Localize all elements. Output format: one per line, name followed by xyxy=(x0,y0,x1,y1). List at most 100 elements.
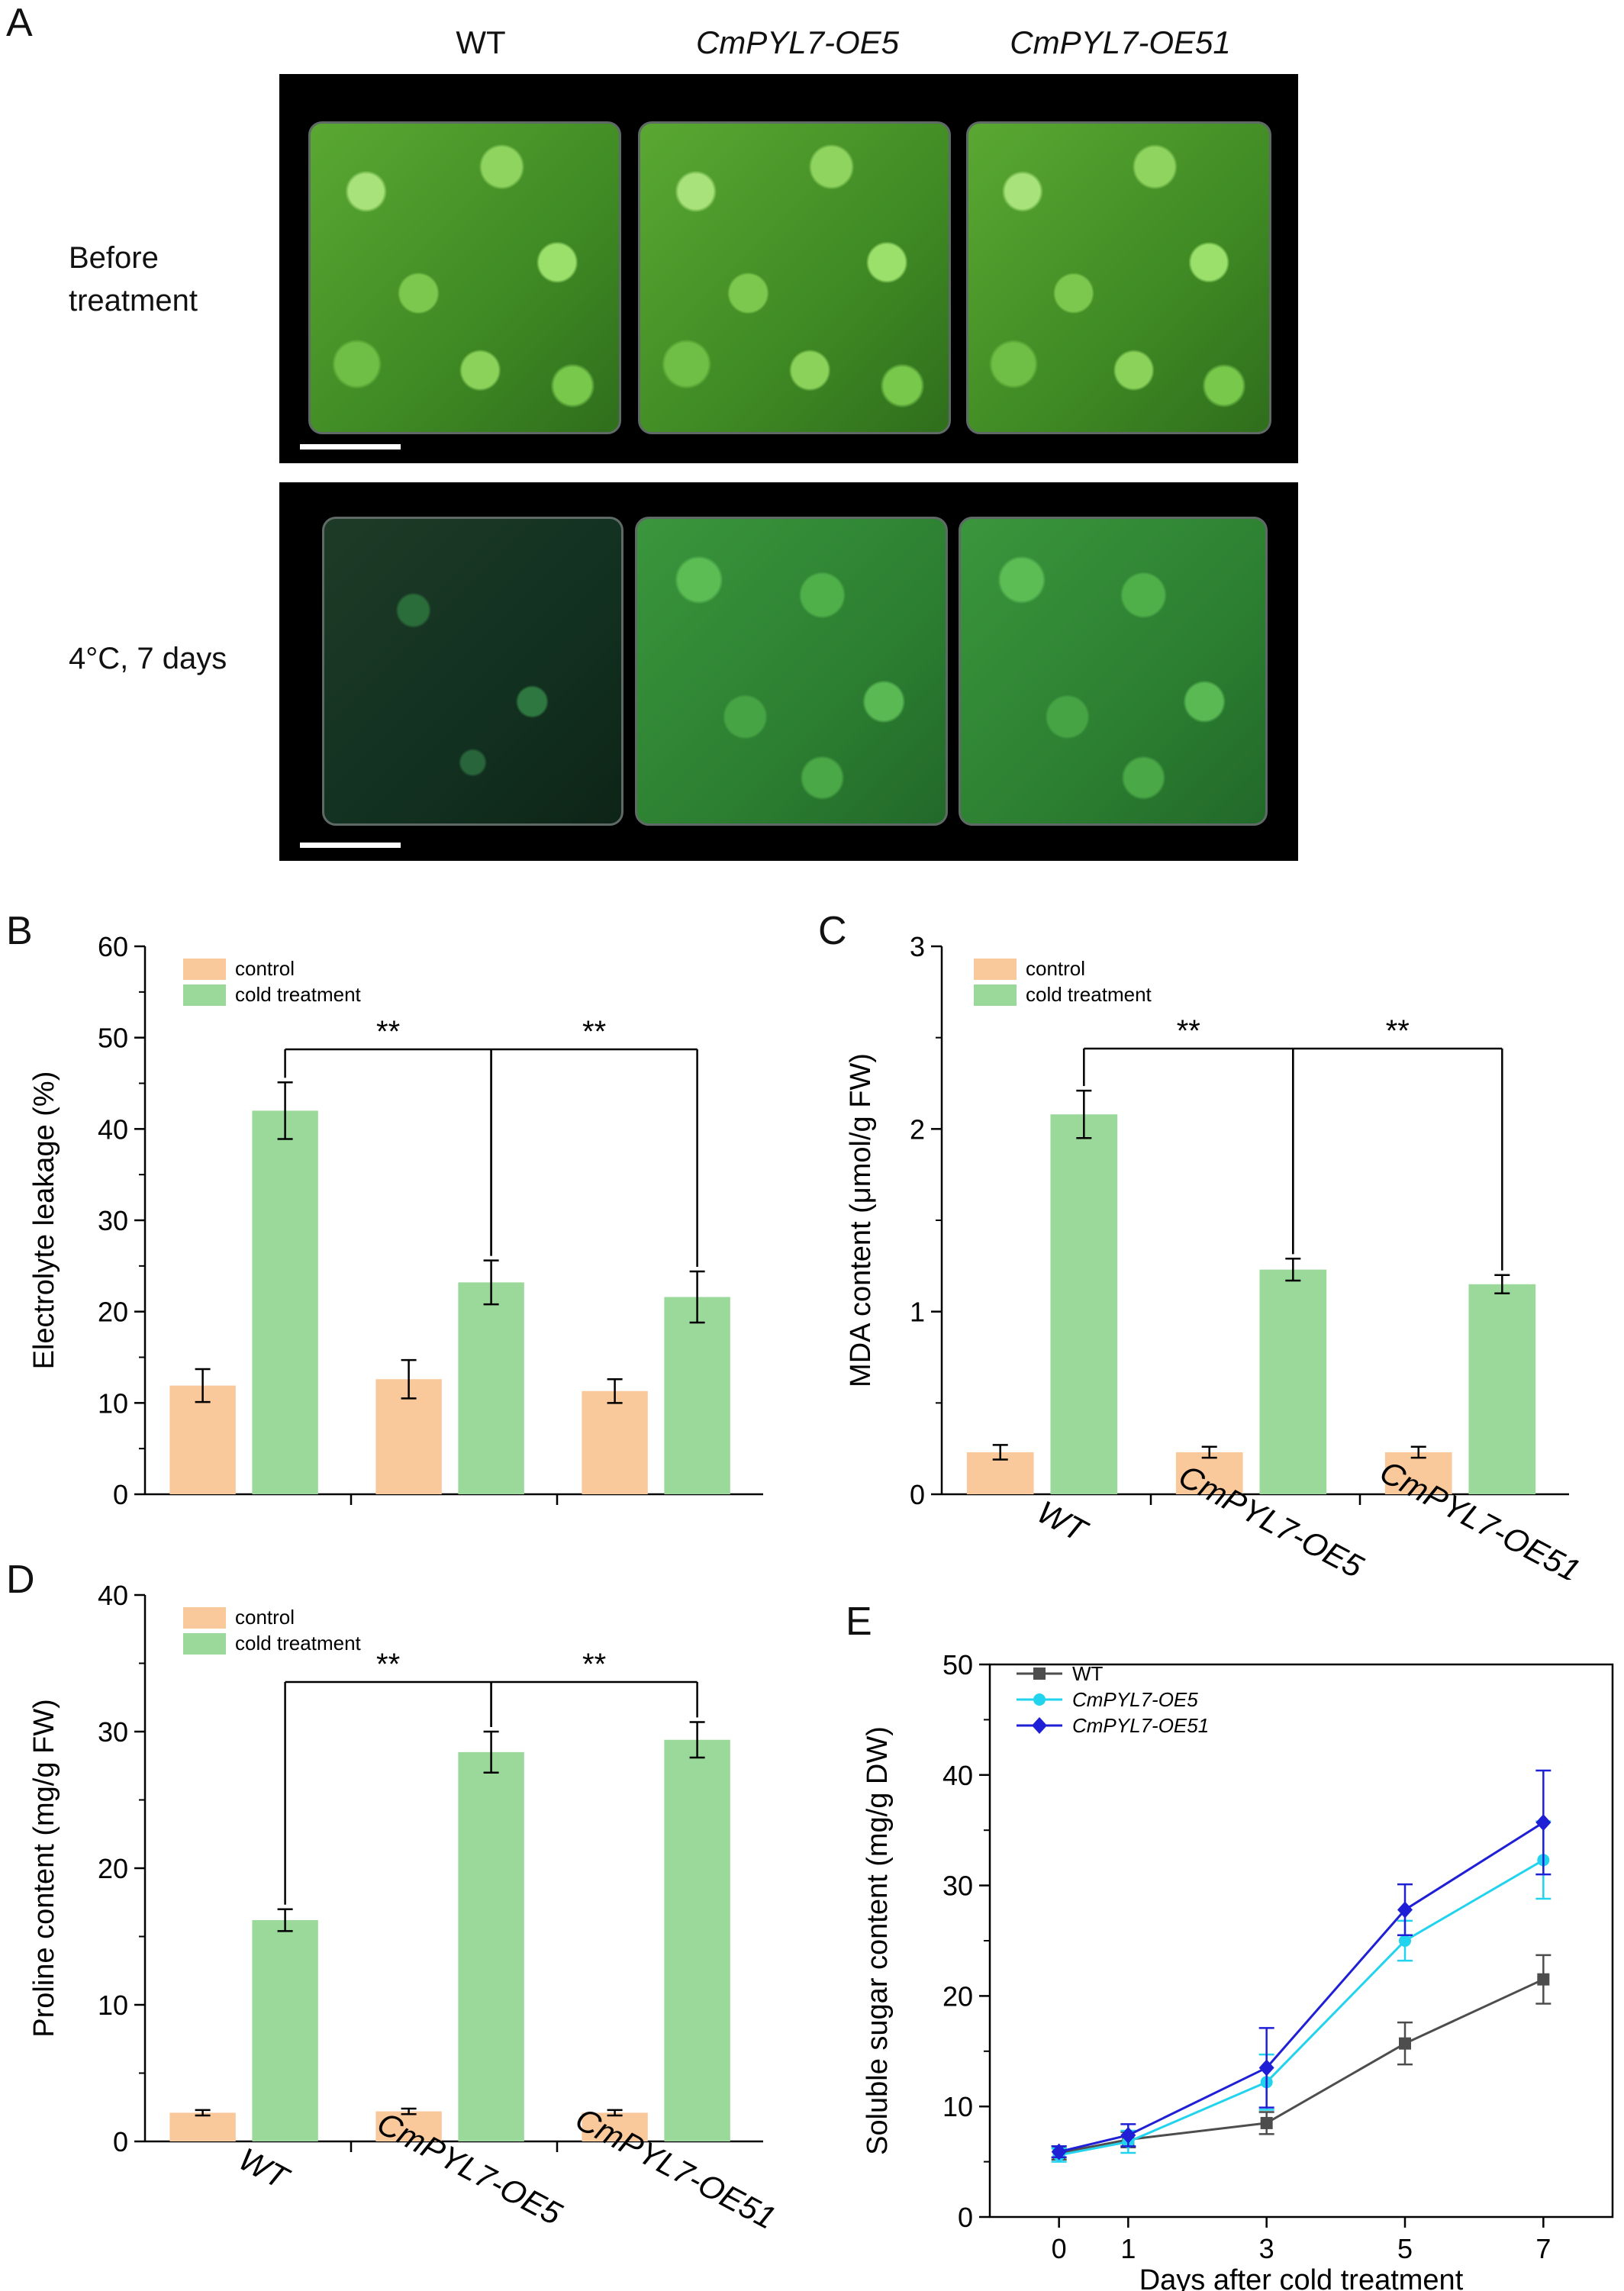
x-tick-label: 3 xyxy=(1259,2233,1274,2264)
y-tick-label: 0 xyxy=(113,1479,128,1510)
data-point xyxy=(1260,2116,1273,2129)
legend-label: cold treatment xyxy=(235,983,362,1006)
x-category-label: WT xyxy=(233,2141,296,2197)
scale-bar-before xyxy=(300,444,401,450)
tray-wt-cold xyxy=(322,517,624,826)
legend-label: cold treatment xyxy=(235,1632,362,1655)
data-point xyxy=(1537,1973,1550,1986)
data-point xyxy=(1258,2059,1274,2077)
row-label-before: Before treatment xyxy=(69,237,198,322)
bar-control xyxy=(375,2111,442,2141)
bar-cold-treatment xyxy=(1259,1269,1327,1494)
tray-oe5-before xyxy=(638,121,951,434)
legend-label: control xyxy=(235,957,295,980)
significance-label: ** xyxy=(582,1015,606,1049)
y-tick-label: 0 xyxy=(958,2202,973,2233)
data-point xyxy=(1399,1935,1411,1947)
photo-before-treatment xyxy=(279,74,1298,463)
bar-control xyxy=(1384,1452,1452,1494)
x-category-label: WT xyxy=(1032,1494,1095,1550)
data-point xyxy=(1397,1901,1413,1919)
legend-marker xyxy=(1033,1693,1046,1706)
y-tick-label: 30 xyxy=(98,1205,128,1236)
y-tick-label: 10 xyxy=(98,1990,128,2021)
bar-control xyxy=(169,2112,236,2141)
x-axis-label: Days after cold treatment xyxy=(1139,2264,1464,2291)
bar-cold-treatment xyxy=(664,1297,730,1494)
y-tick-label: 10 xyxy=(98,1387,128,1419)
row-label-before-line1: Before xyxy=(69,241,159,275)
panel-letter-d: D xyxy=(6,1558,35,1602)
bar-cold-treatment xyxy=(252,1110,318,1494)
column-header-oe5: CmPYL7-OE5 xyxy=(695,24,900,60)
y-tick-label: 50 xyxy=(98,1023,128,1054)
bar-cold-treatment xyxy=(1050,1114,1118,1494)
y-axis-label: Electrolyte leakage (%) xyxy=(28,1071,60,1370)
tray-oe5-cold xyxy=(635,517,948,826)
y-tick-label: 40 xyxy=(98,1113,128,1145)
y-tick-label: 2 xyxy=(910,1113,925,1145)
legend-label: control xyxy=(1026,957,1085,980)
y-tick-label: 40 xyxy=(942,1760,973,1791)
legend-swatch xyxy=(974,984,1017,1006)
legend-marker xyxy=(1032,1717,1047,1734)
legend-label: WT xyxy=(1072,1662,1104,1685)
x-tick-label: 5 xyxy=(1397,2233,1413,2264)
significance-label: ** xyxy=(376,1648,400,1681)
y-tick-label: 60 xyxy=(98,931,128,962)
panel-letter-e: E xyxy=(846,1600,872,1644)
legend-swatch xyxy=(974,959,1017,980)
data-point xyxy=(1051,2143,1067,2160)
legend-swatch xyxy=(183,984,226,1006)
tray-oe51-cold xyxy=(959,517,1268,826)
y-tick-label: 30 xyxy=(98,1716,128,1748)
data-point xyxy=(1399,2037,1411,2050)
row-label-cold: 4°C, 7 days xyxy=(69,642,227,675)
y-tick-label: 10 xyxy=(942,2091,973,2122)
scale-bar-cold xyxy=(300,843,401,848)
y-tick-label: 1 xyxy=(910,1297,925,1328)
bar-control xyxy=(582,1390,648,1494)
column-header-wt: WT xyxy=(456,24,506,60)
photo-cold-treatment xyxy=(279,482,1298,861)
series-line xyxy=(1058,1978,1544,2154)
bar-control xyxy=(169,1385,236,1494)
legend-label: CmPYL7-OE5 xyxy=(1072,1688,1198,1711)
column-header-oe51: CmPYL7-OE51 xyxy=(1010,24,1231,60)
tray-wt-before xyxy=(308,121,621,434)
y-tick-label: 0 xyxy=(113,2126,128,2157)
y-tick-label: 3 xyxy=(910,931,925,962)
bar-cold-treatment xyxy=(252,1920,318,2141)
series-line xyxy=(1058,1859,1545,2157)
legend-label: CmPYL7-OE51 xyxy=(1072,1714,1209,1737)
significance-label: ** xyxy=(1177,1014,1200,1048)
y-tick-label: 20 xyxy=(98,1853,128,1884)
y-tick-label: 0 xyxy=(910,1479,925,1510)
bar-cold-treatment xyxy=(458,1751,524,2141)
y-tick-label: 40 xyxy=(98,1580,128,1611)
significance-label: ** xyxy=(1386,1014,1410,1048)
legend-label: cold treatment xyxy=(1026,983,1152,1006)
legend-label: control xyxy=(235,1606,295,1629)
bar-control xyxy=(1175,1452,1243,1494)
plot-frame xyxy=(988,1663,1614,2218)
panel-letter-b: B xyxy=(6,909,33,953)
y-tick-label: 50 xyxy=(942,1649,973,1680)
bar-cold-treatment xyxy=(458,1282,524,1494)
significance-label: ** xyxy=(582,1648,606,1681)
chart-soluble-sugar: 0 10 20 30 40 50 0 1 3 5 7 Soluble sugar content (m… xyxy=(862,1649,1614,2291)
chart-electrolyte-leakage: 0 10 20 30 40 50 60 Electrolyte leakage (%) ** **… xyxy=(28,931,763,1510)
x-tick-label: 1 xyxy=(1120,2233,1136,2264)
x-tick-label: 0 xyxy=(1052,2233,1067,2264)
tray-oe51-before xyxy=(966,121,1271,434)
y-axis-label: Proline content (mg/g FW) xyxy=(28,1699,60,2037)
legend-marker xyxy=(1033,1668,1046,1680)
x-tick-label: 7 xyxy=(1535,2233,1551,2264)
y-tick-label: 20 xyxy=(98,1297,128,1328)
y-axis-label: MDA content (μmol/g FW) xyxy=(845,1053,877,1387)
y-tick-label: 30 xyxy=(942,1870,973,1902)
y-axis-label: Soluble sugar content (mg/g DW) xyxy=(862,1726,894,2155)
data-point xyxy=(1120,2126,1136,2144)
